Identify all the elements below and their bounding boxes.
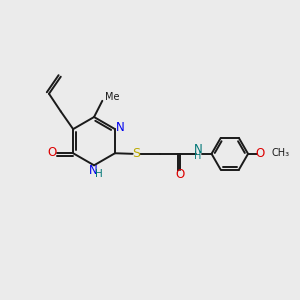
Text: Me: Me xyxy=(105,92,120,102)
Text: H: H xyxy=(194,152,202,161)
Text: O: O xyxy=(255,147,265,160)
Text: CH₃: CH₃ xyxy=(271,148,289,158)
Text: H: H xyxy=(95,169,103,179)
Text: S: S xyxy=(132,147,140,160)
Text: N: N xyxy=(194,143,202,157)
Text: N: N xyxy=(116,121,124,134)
Text: O: O xyxy=(47,146,57,159)
Text: O: O xyxy=(176,168,185,181)
Text: N: N xyxy=(89,164,98,177)
